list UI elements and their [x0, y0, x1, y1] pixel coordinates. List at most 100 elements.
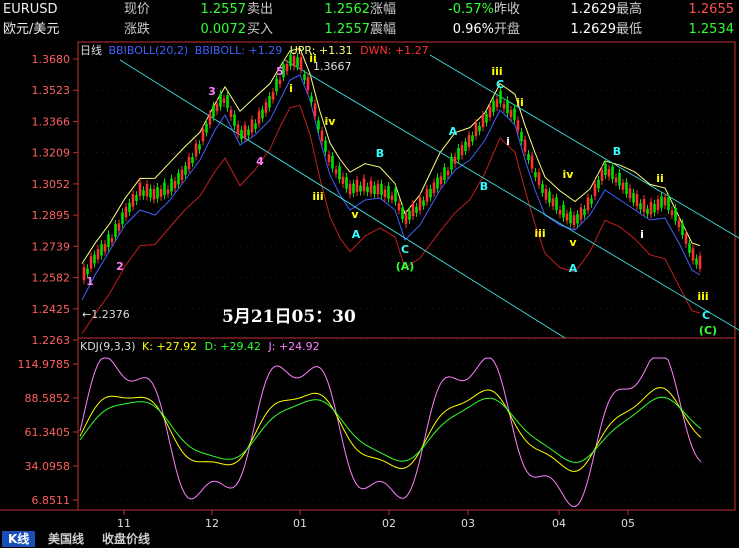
kdj-d-value: D: +29.42: [204, 340, 262, 353]
change-pct-label: 涨幅: [370, 2, 397, 17]
candle-body: [173, 180, 177, 189]
kdj-tick-label: 88.5852: [25, 392, 71, 405]
candle-body: [401, 207, 404, 220]
candle-body: [590, 198, 593, 204]
candle-body: [572, 215, 576, 226]
candle-body: [688, 243, 691, 253]
candle-body: [474, 123, 478, 137]
bbiboll-value: BBIBOLL: +1.29: [194, 44, 283, 57]
candle-body: [149, 188, 152, 198]
dwn-value: DWN: +1.27: [360, 44, 429, 57]
wave-label: A: [569, 262, 578, 275]
candle-body: [110, 238, 114, 243]
candle-body: [639, 203, 642, 210]
candle-body: [408, 210, 411, 220]
main-chart-header: 日线 BBIBOLL(20,2) BBIBOLL: +1.29 UPR: +1.…: [80, 42, 429, 58]
candle-body: [198, 144, 201, 150]
candle-body: [212, 105, 215, 118]
candle-body: [131, 194, 135, 207]
candle-body: [541, 184, 544, 193]
candle-body: [460, 145, 464, 156]
indicator-name: BBIBOLL(20,2): [108, 44, 189, 57]
candle-body: [513, 108, 516, 121]
candle-body: [285, 63, 289, 72]
candle-body: [124, 206, 128, 218]
candle-body: [544, 189, 548, 200]
candle-body: [425, 189, 429, 202]
tab-kline[interactable]: K线: [2, 531, 36, 547]
quote-row-1: EURUSD 现价 1.2557 卖出 1.2562 涨幅 -0.57% 昨收 …: [0, 0, 739, 20]
candle-body: [509, 109, 513, 117]
kdj-j-line: [79, 357, 702, 508]
candle-body: [429, 188, 432, 198]
price-chart-svg[interactable]: 1.3680 1.3523 1.3366 1.3209 1.3052 1.2895 1.27…: [0, 40, 739, 530]
y-tick-label: 1.3366: [32, 115, 71, 128]
candle-body: [376, 183, 380, 195]
candle-body: [418, 197, 422, 211]
candle-body: [681, 223, 684, 236]
candle-body: [327, 154, 331, 163]
candle-body: [233, 114, 236, 126]
wave-label: iii: [491, 65, 502, 78]
candle-body: [516, 120, 520, 131]
wave-label: C: [401, 243, 409, 256]
wave-label: i: [289, 82, 293, 95]
wave-label: 1: [86, 275, 94, 288]
upr-value: UPR: +1.31: [289, 44, 353, 57]
x-tick-label: 01: [293, 517, 307, 530]
candle-body: [432, 182, 436, 194]
candle-body: [152, 189, 156, 200]
candle-body: [450, 156, 453, 170]
candle-body: [481, 114, 485, 128]
x-tick-label: 03: [461, 517, 475, 530]
upr-line: [81, 47, 701, 264]
candle-body: [184, 165, 187, 175]
candle-body: [506, 100, 509, 114]
candle-body: [527, 154, 530, 161]
candle-body: [82, 267, 86, 281]
candle-body: [488, 106, 492, 118]
candle-body: [632, 193, 635, 203]
candle-body: [215, 103, 219, 112]
candle-body: [415, 206, 418, 213]
wave-label: 2: [116, 260, 124, 273]
tab-close-line[interactable]: 收盘价线: [102, 532, 151, 546]
candle-body: [341, 176, 345, 184]
candle-body: [187, 156, 191, 170]
candle-body: [604, 163, 607, 176]
chart-area[interactable]: 1.3680 1.3523 1.3366 1.3209 1.3052 1.2895 1.27…: [0, 40, 739, 530]
low-value: 1.2534: [688, 22, 735, 37]
candle-body: [653, 203, 656, 213]
candle-body: [404, 214, 408, 225]
candle-body: [625, 182, 628, 195]
y-tick-label: 1.2582: [32, 272, 71, 285]
plot-frame: [77, 41, 736, 511]
tab-ohlc[interactable]: 美国线: [48, 532, 85, 546]
candle-body: [177, 172, 180, 185]
candle-body: [439, 176, 443, 185]
amplitude-value: 0.96%: [452, 22, 494, 37]
high-price-marker: 1.3667: [313, 60, 352, 73]
candle-body: [303, 74, 306, 81]
kdj-tick-label: 61.3405: [25, 426, 71, 439]
y-tick-label: 1.3680: [32, 53, 71, 66]
candle-body: [611, 166, 614, 180]
candle-body: [145, 184, 149, 197]
open-label: 开盘: [494, 22, 521, 37]
candle-body: [387, 185, 390, 199]
candle-body: [236, 124, 240, 135]
chart-type-tabs: K线 美国线 收盘价线: [0, 530, 739, 548]
candle-body: [247, 129, 250, 136]
candle-body: [229, 109, 233, 117]
quote-row-2: 欧元/美元 涨跌 0.0072 买入 1.2557 震幅 0.96% 开盘 1.…: [0, 20, 739, 40]
kdj-d-line: [79, 396, 702, 463]
candle-body: [243, 125, 247, 138]
candle-body: [667, 197, 670, 210]
candle-body: [355, 179, 359, 193]
channel-lower-line-2: [284, 59, 739, 331]
candle-body: [492, 100, 495, 113]
candle-body: [345, 177, 348, 189]
candle-body: [551, 198, 555, 207]
candle-body: [268, 96, 271, 108]
x-tick-label: 12: [205, 517, 219, 530]
